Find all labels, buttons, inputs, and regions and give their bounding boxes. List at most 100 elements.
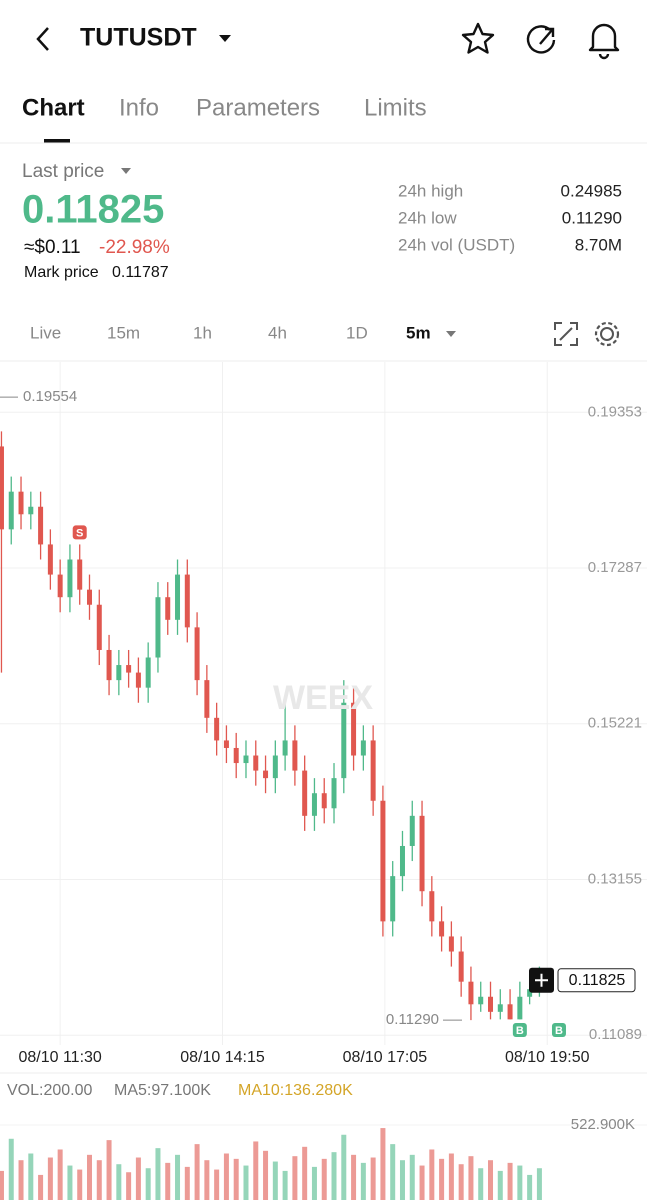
timeframe[interactable]: 5m <box>406 323 431 342</box>
candle-body <box>341 702 347 779</box>
settings-icon[interactable] <box>600 327 614 341</box>
volume-bar <box>38 1174 44 1200</box>
volume-bar <box>341 1134 347 1200</box>
tab[interactable]: Limits <box>364 94 427 121</box>
volume-bar <box>380 1128 386 1200</box>
candle-body <box>135 672 141 688</box>
volume-bar <box>429 1149 435 1200</box>
current-price-box <box>557 968 636 993</box>
timeframe[interactable]: 1D <box>346 323 368 342</box>
volume-bar <box>409 1154 415 1200</box>
candle-body <box>28 506 34 515</box>
candle-body <box>165 597 171 620</box>
y-tick-label: 0.17287 <box>588 559 642 576</box>
volume-bar <box>497 1170 503 1200</box>
candle-body <box>0 446 4 530</box>
watermark: WEEX <box>273 679 373 717</box>
mark-price: 0.11787 <box>112 264 169 281</box>
candle-body <box>116 665 122 681</box>
candle-body <box>38 506 44 545</box>
stat-label: 24h high <box>398 181 463 200</box>
high-marker-label: 0.19554 <box>23 388 77 405</box>
volume-bar <box>458 1164 464 1200</box>
low-marker-label: 0.11290 <box>386 1011 439 1028</box>
candle-body <box>145 657 151 688</box>
candle-body <box>292 740 298 771</box>
last-price-label[interactable]: Last price <box>22 161 104 182</box>
alert-icon[interactable] <box>588 23 620 60</box>
stat-value: 8.70M <box>575 235 622 254</box>
share-arrow <box>539 27 555 45</box>
volume-bar <box>399 1160 405 1200</box>
volume-bar <box>536 1168 542 1200</box>
volume-bar <box>145 1168 151 1200</box>
volume-bar <box>263 1150 269 1200</box>
ma5-label: MA5:97.100K <box>114 1082 211 1099</box>
candle-body <box>468 981 474 1005</box>
stats: 24h high 0.24985 24h low 0.11290 24h vol (US… <box>398 181 622 254</box>
candle-body <box>458 951 464 982</box>
trade-marker <box>72 525 87 540</box>
favorite-icon[interactable] <box>461 22 495 54</box>
timeframe-caret[interactable] <box>446 331 456 337</box>
candle-body <box>233 747 239 764</box>
x-tick-label: 08/10 14:15 <box>180 1049 265 1066</box>
candle-body <box>380 800 386 922</box>
candle-body <box>399 845 405 877</box>
candle-body <box>67 559 73 598</box>
volume-bar <box>57 1149 63 1200</box>
candle-body <box>302 770 308 816</box>
candle-body <box>18 491 24 515</box>
candle-body <box>282 740 288 756</box>
fullscreen-icon[interactable] <box>554 322 578 346</box>
volume-bar <box>517 1165 523 1200</box>
candle-body <box>311 793 317 816</box>
timeframe[interactable]: 15m <box>107 323 140 342</box>
tab[interactable]: Info <box>119 94 159 121</box>
volume-bar <box>282 1170 288 1200</box>
plus-icon <box>535 973 548 987</box>
volume-bar <box>272 1161 278 1200</box>
volume-bar <box>468 1156 474 1200</box>
volume-bar <box>116 1164 122 1200</box>
volume-bar <box>223 1153 229 1200</box>
candle-body <box>106 649 112 681</box>
volume-bar <box>28 1153 34 1200</box>
last-price: 0.11825 <box>22 188 164 232</box>
candle-body <box>214 717 220 741</box>
volume-bar <box>77 1169 83 1200</box>
candle-body <box>439 921 445 937</box>
share-icon[interactable] <box>526 25 556 54</box>
usd-price: ≈$0.11 <box>24 237 81 258</box>
candle-body <box>497 1004 503 1012</box>
back-icon[interactable] <box>36 27 49 51</box>
trade-marker-label: B <box>516 1025 524 1037</box>
stat-value: 0.11290 <box>562 208 622 227</box>
symbol[interactable]: TUTUSDT <box>80 24 197 52</box>
candle-body <box>86 589 92 605</box>
y-tick-label: 0.13155 <box>588 870 642 887</box>
tab[interactable]: Chart <box>22 94 85 121</box>
candle-body <box>96 604 102 650</box>
price-change: -22.98% <box>99 237 170 258</box>
stat-label: 24h vol (USDT) <box>398 235 515 254</box>
trade-marker-label: B <box>555 1025 563 1037</box>
volume-bar <box>106 1140 112 1200</box>
volume-bar <box>165 1162 171 1200</box>
volume-bar <box>155 1148 161 1200</box>
timeframe[interactable]: Live <box>30 323 61 342</box>
tab[interactable]: Parameters <box>196 94 320 121</box>
mark-price-label: Mark price <box>24 264 99 281</box>
volume-bar <box>302 1146 308 1200</box>
last-price-caret <box>121 168 131 174</box>
candle-body <box>175 574 181 620</box>
stat-value: 0.24985 <box>561 181 622 200</box>
symbol-caret[interactable] <box>219 35 231 42</box>
volume-bar <box>233 1158 239 1200</box>
volume-bar <box>86 1154 92 1200</box>
timeframe[interactable]: 1h <box>193 323 212 342</box>
timeframe[interactable]: 4h <box>268 323 287 342</box>
candle-body <box>321 793 327 809</box>
candle-body <box>507 1004 513 1020</box>
